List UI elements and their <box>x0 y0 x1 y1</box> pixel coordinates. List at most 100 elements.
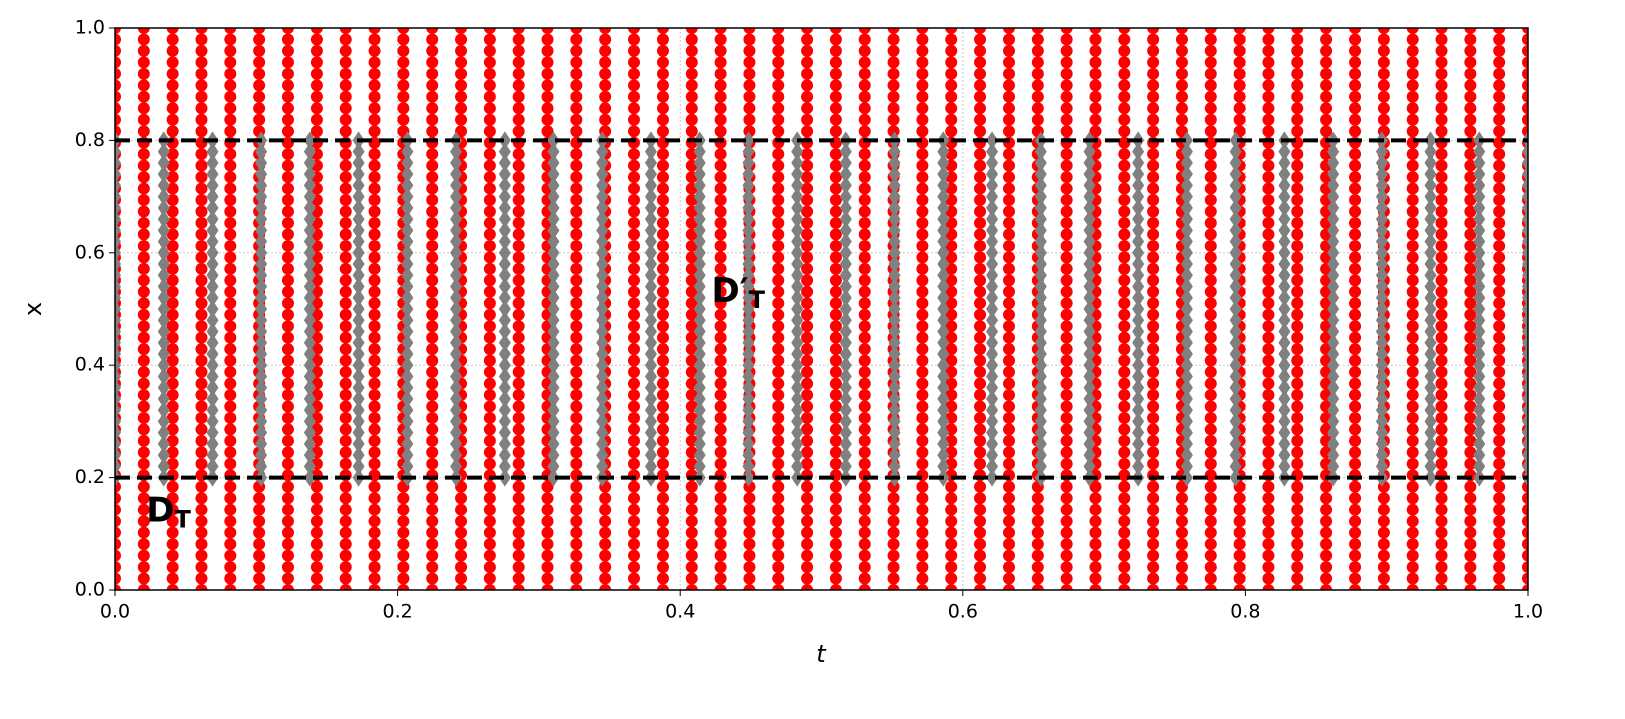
point <box>1180 266 1193 285</box>
point <box>547 356 560 375</box>
point <box>1262 67 1275 80</box>
point <box>206 300 219 318</box>
point <box>714 343 727 356</box>
point <box>656 102 669 115</box>
point <box>195 228 208 241</box>
point <box>206 457 219 476</box>
point <box>1118 56 1131 69</box>
point <box>1424 266 1437 285</box>
point <box>742 378 755 397</box>
point <box>253 79 266 92</box>
point <box>368 515 381 528</box>
point <box>255 367 268 386</box>
point <box>829 79 842 92</box>
point <box>1060 549 1073 562</box>
point <box>339 28 352 34</box>
point <box>888 389 901 408</box>
point <box>599 572 612 585</box>
point <box>772 239 785 252</box>
point <box>1473 367 1486 386</box>
point <box>1349 480 1362 493</box>
point <box>791 401 804 420</box>
point <box>255 344 268 363</box>
point <box>281 561 294 574</box>
point <box>1424 446 1437 465</box>
point <box>974 389 987 402</box>
point <box>224 377 237 390</box>
point <box>498 300 511 318</box>
point <box>644 165 657 184</box>
point <box>685 320 698 333</box>
point <box>656 389 669 402</box>
point <box>772 194 785 207</box>
y-tick-label: 0.4 <box>75 354 105 376</box>
point <box>772 148 785 161</box>
point <box>512 389 525 402</box>
point <box>339 503 352 516</box>
point <box>1147 182 1160 195</box>
point <box>1406 492 1419 505</box>
point <box>945 480 958 493</box>
point <box>157 232 170 251</box>
point <box>310 561 323 574</box>
point <box>986 401 999 420</box>
point <box>352 288 365 307</box>
point <box>1493 148 1506 161</box>
point <box>512 366 525 379</box>
point <box>255 210 268 229</box>
point <box>547 300 560 318</box>
point <box>1083 333 1096 352</box>
point <box>599 492 612 505</box>
point <box>1493 171 1506 184</box>
point <box>310 44 323 57</box>
point <box>1060 411 1073 424</box>
point <box>1132 389 1145 408</box>
point <box>714 228 727 241</box>
point <box>829 389 842 402</box>
point <box>255 423 268 442</box>
point <box>1204 285 1217 298</box>
point <box>1349 239 1362 252</box>
point <box>685 572 698 585</box>
point <box>281 538 294 551</box>
point <box>224 285 237 298</box>
point <box>253 492 266 505</box>
point <box>1327 333 1340 352</box>
point <box>1278 176 1291 195</box>
point <box>1406 239 1419 252</box>
point <box>1147 194 1160 207</box>
point <box>450 187 463 206</box>
point <box>1375 356 1388 375</box>
point <box>887 480 900 493</box>
point <box>1003 343 1016 356</box>
point <box>772 125 785 138</box>
point <box>137 79 150 92</box>
point <box>1204 113 1217 126</box>
point <box>1327 187 1340 206</box>
point <box>352 187 365 206</box>
point <box>303 187 316 206</box>
point <box>455 572 468 585</box>
point <box>656 67 669 80</box>
x-tick-label: 1.0 <box>1513 601 1543 623</box>
point <box>1493 90 1506 103</box>
point <box>570 28 583 34</box>
point <box>541 56 554 69</box>
point <box>1003 274 1016 287</box>
point <box>1262 33 1275 46</box>
point <box>829 159 842 172</box>
point <box>1349 102 1362 115</box>
point <box>1435 538 1448 551</box>
point <box>1180 210 1193 229</box>
point <box>166 205 179 218</box>
point <box>858 354 871 367</box>
point <box>455 538 468 551</box>
point <box>1349 526 1362 539</box>
point <box>1375 243 1388 262</box>
point <box>1034 153 1047 172</box>
point <box>450 198 463 217</box>
point <box>743 526 756 539</box>
point <box>858 411 871 424</box>
point <box>887 56 900 69</box>
point <box>1406 457 1419 470</box>
